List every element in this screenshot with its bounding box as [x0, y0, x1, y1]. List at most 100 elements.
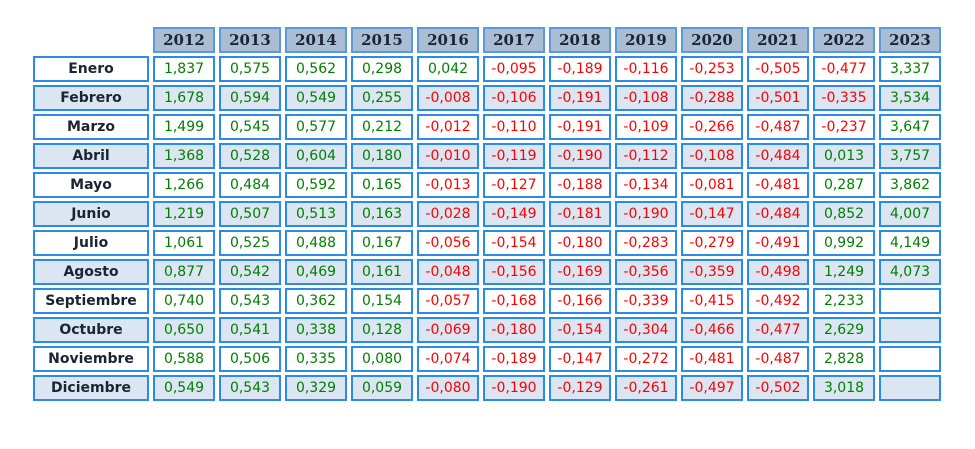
- year-header: 2021: [747, 27, 809, 53]
- value-cell: -0,487: [747, 114, 809, 140]
- value-cell: -0,502: [747, 375, 809, 401]
- month-label: Noviembre: [33, 346, 149, 372]
- value-cell: -0,189: [549, 56, 611, 82]
- value-cell: 4,007: [879, 201, 941, 227]
- year-header: 2022: [813, 27, 875, 53]
- month-label: Octubre: [33, 317, 149, 343]
- value-cell: -0,501: [747, 85, 809, 111]
- year-header: 2017: [483, 27, 545, 53]
- value-cell: 0,992: [813, 230, 875, 256]
- value-cell: -0,180: [483, 317, 545, 343]
- table-row: Junio 1,219 0,507 0,513 0,163 -0,028 -0,149 -0,…: [33, 201, 941, 227]
- value-cell: 2,233: [813, 288, 875, 314]
- value-cell: -0,149: [483, 201, 545, 227]
- value-cell: 0,541: [219, 317, 281, 343]
- value-cell: -0,154: [549, 317, 611, 343]
- value-cell: 4,073: [879, 259, 941, 285]
- year-header: 2013: [219, 27, 281, 53]
- value-cell: 0,362: [285, 288, 347, 314]
- value-cell: -0,253: [681, 56, 743, 82]
- value-cell: -0,095: [483, 56, 545, 82]
- value-cell: -0,356: [615, 259, 677, 285]
- value-cell: 0,513: [285, 201, 347, 227]
- table-row: Febrero 1,678 0,594 0,549 0,255 -0,008 -0,106-…: [33, 85, 941, 111]
- value-cell: 0,562: [285, 56, 347, 82]
- year-header: 2023: [879, 27, 941, 53]
- value-cell: -0,304: [615, 317, 677, 343]
- value-cell: -0,010: [417, 143, 479, 169]
- table-row: Agosto 0,877 0,542 0,469 0,161 -0,048 -0,156 -0…: [33, 259, 941, 285]
- value-cell: 0,042: [417, 56, 479, 82]
- value-cell: 4,149: [879, 230, 941, 256]
- value-cell: 3,534: [879, 85, 941, 111]
- month-label: Septiembre: [33, 288, 149, 314]
- month-label: Diciembre: [33, 375, 149, 401]
- value-cell: -0,013: [417, 172, 479, 198]
- value-cell: 0,549: [285, 85, 347, 111]
- value-cell: 0,212: [351, 114, 413, 140]
- corner-blank-cell: [33, 27, 149, 53]
- value-cell: 0,877: [153, 259, 215, 285]
- value-cell: -0,190: [549, 143, 611, 169]
- value-cell: -0,154: [483, 230, 545, 256]
- value-cell: 3,018: [813, 375, 875, 401]
- value-cell: -0,106: [483, 85, 545, 111]
- month-label: Mayo: [33, 172, 149, 198]
- year-header: 2012: [153, 27, 215, 53]
- value-cell: -0,191: [549, 85, 611, 111]
- value-cell: -0,048: [417, 259, 479, 285]
- table-row: Mayo 1,266 0,484 0,592 0,165 -0,013 -0,127 -0,1…: [33, 172, 941, 198]
- value-cell: -0,069: [417, 317, 479, 343]
- value-cell: -0,134: [615, 172, 677, 198]
- table-row: Julio 1,061 0,525 0,488 0,167 -0,056 -0,154 -0,…: [33, 230, 941, 256]
- value-cell: 1,499: [153, 114, 215, 140]
- value-cell: -0,166: [549, 288, 611, 314]
- year-header: 2016: [417, 27, 479, 53]
- value-cell: -0,112: [615, 143, 677, 169]
- table-row: Noviembre 0,588 0,506 0,335 0,080 -0,074 -0,18…: [33, 346, 941, 372]
- empty-cell: [879, 375, 941, 401]
- table-row: Enero 1,837 0,575 0,562 0,298 0,042 -0,095 -0,1…: [33, 56, 941, 82]
- value-cell: -0,237: [813, 114, 875, 140]
- value-cell: -0,288: [681, 85, 743, 111]
- value-cell: -0,108: [681, 143, 743, 169]
- value-cell: -0,484: [747, 143, 809, 169]
- value-cell: -0,147: [681, 201, 743, 227]
- value-cell: -0,190: [615, 201, 677, 227]
- value-cell: 0,298: [351, 56, 413, 82]
- value-cell: -0,191: [549, 114, 611, 140]
- value-cell: -0,169: [549, 259, 611, 285]
- value-cell: 3,757: [879, 143, 941, 169]
- value-cell: -0,116: [615, 56, 677, 82]
- table-row: Octubre 0,650 0,541 0,338 0,128 -0,069 -0,180-…: [33, 317, 941, 343]
- value-cell: -0,181: [549, 201, 611, 227]
- value-cell: 0,335: [285, 346, 347, 372]
- value-cell: 0,180: [351, 143, 413, 169]
- month-label: Julio: [33, 230, 149, 256]
- value-cell: -0,477: [813, 56, 875, 82]
- table-row: Abril 1,368 0,528 0,604 0,180 -0,010 -0,119 -0,…: [33, 143, 941, 169]
- value-cell: 1,837: [153, 56, 215, 82]
- value-cell: 1,061: [153, 230, 215, 256]
- value-cell: 0,549: [153, 375, 215, 401]
- value-cell: 0,128: [351, 317, 413, 343]
- value-cell: 0,528: [219, 143, 281, 169]
- year-header: 2015: [351, 27, 413, 53]
- value-cell: 0,650: [153, 317, 215, 343]
- value-cell: -0,147: [549, 346, 611, 372]
- value-cell: 0,592: [285, 172, 347, 198]
- value-cell: -0,266: [681, 114, 743, 140]
- value-cell: 0,740: [153, 288, 215, 314]
- value-cell: -0,339: [615, 288, 677, 314]
- value-cell: -0,415: [681, 288, 743, 314]
- value-cell: -0,109: [615, 114, 677, 140]
- value-cell: -0,057: [417, 288, 479, 314]
- value-cell: 1,678: [153, 85, 215, 111]
- value-cell: -0,481: [681, 346, 743, 372]
- value-cell: -0,466: [681, 317, 743, 343]
- value-cell: 0,577: [285, 114, 347, 140]
- value-cell: -0,190: [483, 375, 545, 401]
- value-cell: 0,507: [219, 201, 281, 227]
- value-cell: -0,168: [483, 288, 545, 314]
- value-cell: 0,163: [351, 201, 413, 227]
